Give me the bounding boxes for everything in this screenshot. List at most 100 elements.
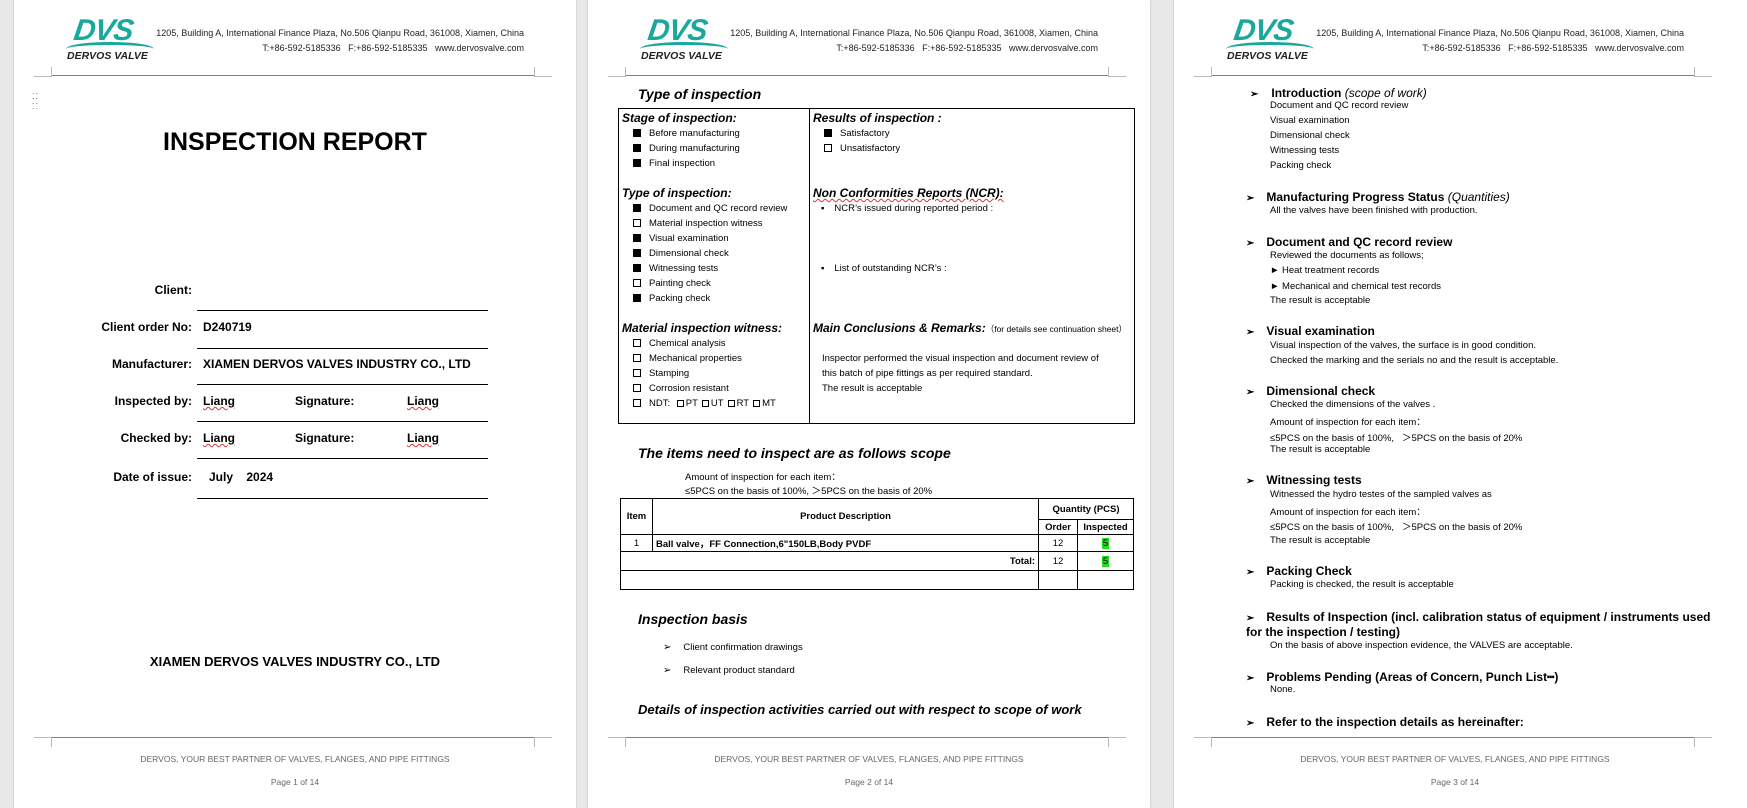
checkbox-item[interactable]: Before manufacturing xyxy=(622,126,787,141)
arrow-bullet-icon: ➢ xyxy=(1246,476,1255,487)
checkbox-checked-icon[interactable] xyxy=(633,249,641,257)
checkbox-label: Dimensional check xyxy=(649,248,729,259)
table-row: 1 Ball valve，FF Connection,6"150LB,Body … xyxy=(620,534,1134,552)
checkbox-unchecked-icon[interactable] xyxy=(633,219,641,227)
header-inspected: Inspected xyxy=(1077,519,1134,535)
material-heading: Material inspection witness: xyxy=(622,321,783,335)
checkbox-item[interactable]: Chemical analysis xyxy=(622,336,787,351)
manufacturer-value[interactable]: XIAMEN DERVOS VALVES INDUSTRY CO., LTD xyxy=(203,357,471,371)
order-value[interactable]: D240719 xyxy=(203,320,252,334)
section-line: On the basis of above inspection evidenc… xyxy=(1270,640,1573,651)
checkbox-unchecked-icon[interactable] xyxy=(753,400,761,407)
checkbox-item[interactable]: Painting check xyxy=(622,276,787,291)
basis-title: Inspection basis xyxy=(638,611,748,627)
drag-handle-icon[interactable]: ⁚⁚ ⁚⁚ ⁚⁚ xyxy=(32,92,40,111)
checkbox-unchecked-icon[interactable] xyxy=(727,400,735,407)
signature-label: Signature: xyxy=(295,431,355,445)
checked-by-value[interactable]: Liang xyxy=(203,431,235,445)
checkbox-checked-icon[interactable] xyxy=(824,129,832,137)
section-heading: ➢ Refer to the inspection details as here… xyxy=(1246,715,1524,729)
ncr-issued: ▪ NCR’s issued during reported period : xyxy=(821,203,994,214)
section-line: Checked the dimensions of the valves . xyxy=(1270,399,1436,410)
conclusion-line: The result is acceptable xyxy=(822,383,923,394)
section-line: ► Mechanical and chemical test records xyxy=(1270,281,1441,292)
checkbox-checked-icon[interactable] xyxy=(633,144,641,152)
margin-mark xyxy=(34,67,52,77)
checkbox-unchecked-icon[interactable] xyxy=(633,339,641,347)
section-line: Dimensional check xyxy=(1270,130,1350,141)
checkbox-item[interactable]: During manufacturing xyxy=(622,141,787,156)
checkbox-item[interactable]: Material inspection witness xyxy=(622,216,787,231)
company-logo: DVS DERVOS VALVE xyxy=(1226,14,1314,64)
checkbox-unchecked-icon[interactable] xyxy=(633,369,641,377)
section-line: Reviewed the documents as follows; xyxy=(1270,250,1424,261)
checkbox-label: Mechanical properties xyxy=(649,353,742,364)
header-order: Order xyxy=(1038,519,1078,535)
checkbox-label: Corrosion resistant xyxy=(649,383,729,394)
section-title: Witnessing tests xyxy=(1266,473,1362,487)
checkbox-label: Visual examination xyxy=(649,233,729,244)
basis-item-text: Relevant product standard xyxy=(683,665,795,676)
checkbox-checked-icon[interactable] xyxy=(633,264,641,272)
checkbox-item[interactable]: Mechanical properties xyxy=(622,351,787,366)
margin-mark xyxy=(534,737,552,747)
checkbox-unchecked-icon[interactable] xyxy=(824,144,832,152)
inspected-by-label: Inspected by: xyxy=(114,394,192,408)
checkbox-item[interactable]: Stamping xyxy=(622,366,787,381)
field-underline xyxy=(197,348,488,349)
checkbox-checked-icon[interactable] xyxy=(633,294,641,302)
section-line: Packing is checked, the result is accept… xyxy=(1270,579,1454,590)
footer-rule xyxy=(626,737,1108,738)
date-value[interactable]: July 2024 xyxy=(209,470,274,484)
checkbox-label: Painting check xyxy=(649,278,711,289)
section-title: Introduction xyxy=(1271,86,1342,100)
checkbox-checked-icon[interactable] xyxy=(633,204,641,212)
checkbox-checked-icon[interactable] xyxy=(633,159,641,167)
ndt-label: NDT: xyxy=(649,398,673,409)
header-address: 1205, Building A, International Finance … xyxy=(156,28,524,38)
checkbox-item[interactable]: Final inspection xyxy=(622,156,787,171)
section-line: ≤5PCS on the basis of 100%, ＞5PCS on the… xyxy=(1270,433,1523,444)
checkbox-unchecked-icon[interactable] xyxy=(633,354,641,362)
margin-mark xyxy=(1194,737,1212,747)
section-heading: ➢ Introduction (scope of work) xyxy=(1250,86,1427,100)
section-line: Amount of inspection for each item： xyxy=(1270,417,1426,428)
checkbox-item[interactable]: Visual examination xyxy=(622,231,787,246)
ncr-outstanding-text: List of outstanding NCR’s : xyxy=(834,263,947,274)
inspected-by-value[interactable]: Liang xyxy=(203,394,235,408)
section-title: Refer to the inspection details as herei… xyxy=(1266,715,1524,729)
manufacturer-label: Manufacturer: xyxy=(111,357,192,371)
checkbox-unchecked-icon[interactable] xyxy=(701,400,709,407)
header-address: 1205, Building A, International Finance … xyxy=(730,28,1098,38)
section-heading: ➢ Packing Check xyxy=(1246,564,1352,578)
ndt-option: UT xyxy=(710,398,724,409)
checkbox-unchecked-icon[interactable] xyxy=(676,400,684,407)
checkbox-item[interactable]: Unsatisfactory xyxy=(813,141,1127,156)
checkbox-item[interactable]: Dimensional check xyxy=(622,246,787,261)
checked-signature[interactable]: Liang xyxy=(407,431,439,445)
checkbox-label: During manufacturing xyxy=(649,143,740,154)
type-heading: Type of inspection: xyxy=(622,186,732,200)
checkbox-checked-icon[interactable] xyxy=(633,234,641,242)
checkbox-label: Witnessing tests xyxy=(649,263,719,274)
section-heading: ➢ Witnessing tests xyxy=(1246,473,1362,487)
checkbox-item[interactable]: Satisfactory xyxy=(813,126,1127,141)
ndt-option: RT xyxy=(736,398,750,409)
section-line: Document and QC record review xyxy=(1270,100,1409,111)
checkbox-unchecked-icon[interactable] xyxy=(633,399,641,407)
checkbox-item[interactable]: Corrosion resistant xyxy=(622,381,787,396)
section-title: Visual examination xyxy=(1266,324,1375,338)
checkbox-unchecked-icon[interactable] xyxy=(633,384,641,392)
checkbox-unchecked-icon[interactable] xyxy=(633,279,641,287)
checkbox-item[interactable]: Document and QC record review xyxy=(622,201,787,216)
arrow-bullet-icon: ➢ xyxy=(1246,613,1255,624)
amount-line: Amount of inspection for each item： xyxy=(685,472,841,483)
margin-mark xyxy=(608,67,626,77)
margin-mark xyxy=(534,67,552,77)
inspected-signature[interactable]: Liang xyxy=(407,394,439,408)
checkbox-item[interactable]: Witnessing tests xyxy=(622,261,787,276)
checkbox-checked-icon[interactable] xyxy=(633,129,641,137)
section-line: The result is acceptable xyxy=(1270,295,1371,306)
section-heading: ➢ Dimensional check xyxy=(1246,384,1375,398)
checkbox-item[interactable]: Packing check xyxy=(622,291,787,306)
